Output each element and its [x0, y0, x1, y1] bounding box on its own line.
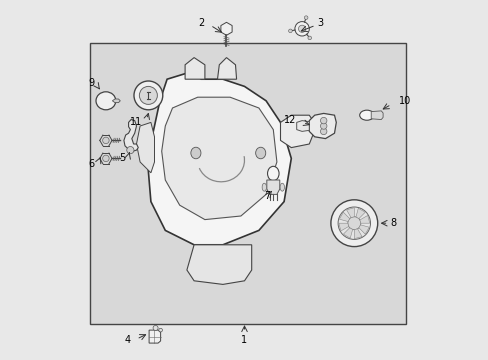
Text: 3: 3	[317, 18, 323, 28]
Circle shape	[320, 128, 326, 135]
Polygon shape	[355, 208, 365, 219]
Polygon shape	[354, 229, 361, 239]
Polygon shape	[149, 330, 160, 343]
Bar	[89, 43, 406, 324]
Polygon shape	[343, 228, 352, 238]
Circle shape	[288, 29, 292, 33]
Text: 9: 9	[88, 78, 94, 88]
Circle shape	[294, 22, 309, 36]
Ellipse shape	[359, 110, 373, 120]
Circle shape	[102, 155, 109, 162]
Polygon shape	[185, 58, 204, 79]
Text: 1: 1	[241, 335, 247, 345]
Polygon shape	[186, 245, 251, 284]
Polygon shape	[162, 97, 276, 220]
Circle shape	[139, 86, 157, 104]
Polygon shape	[217, 58, 236, 79]
Text: 11: 11	[129, 117, 142, 127]
Polygon shape	[112, 99, 120, 103]
Circle shape	[320, 123, 326, 129]
Polygon shape	[136, 122, 154, 173]
Text: 8: 8	[389, 218, 396, 228]
Text: 4: 4	[124, 335, 130, 345]
Polygon shape	[346, 208, 354, 217]
Polygon shape	[147, 72, 291, 245]
Polygon shape	[309, 113, 336, 139]
Ellipse shape	[267, 166, 279, 181]
Circle shape	[330, 200, 377, 247]
Polygon shape	[370, 111, 382, 120]
Polygon shape	[280, 115, 316, 148]
Ellipse shape	[262, 183, 266, 191]
Text: 10: 10	[398, 96, 410, 106]
Text: 6: 6	[88, 159, 94, 169]
Text: 12: 12	[284, 114, 296, 125]
Text: 5: 5	[119, 153, 125, 163]
Circle shape	[347, 217, 360, 230]
Circle shape	[298, 25, 305, 32]
Circle shape	[134, 81, 163, 110]
Circle shape	[337, 207, 370, 239]
Ellipse shape	[96, 92, 116, 110]
Polygon shape	[296, 121, 309, 131]
Circle shape	[304, 16, 307, 19]
Circle shape	[126, 147, 134, 154]
Ellipse shape	[280, 183, 284, 191]
Ellipse shape	[190, 147, 201, 159]
Text: 2: 2	[198, 18, 204, 28]
Polygon shape	[359, 215, 369, 223]
Circle shape	[159, 328, 162, 332]
Polygon shape	[123, 120, 138, 151]
Polygon shape	[338, 223, 348, 231]
Ellipse shape	[255, 147, 265, 159]
Polygon shape	[358, 225, 368, 234]
Circle shape	[102, 137, 109, 144]
Circle shape	[153, 325, 158, 330]
Polygon shape	[266, 180, 279, 194]
Circle shape	[307, 36, 311, 40]
Polygon shape	[221, 22, 232, 35]
Text: 7: 7	[264, 191, 270, 201]
Circle shape	[320, 117, 326, 124]
Polygon shape	[339, 212, 349, 221]
